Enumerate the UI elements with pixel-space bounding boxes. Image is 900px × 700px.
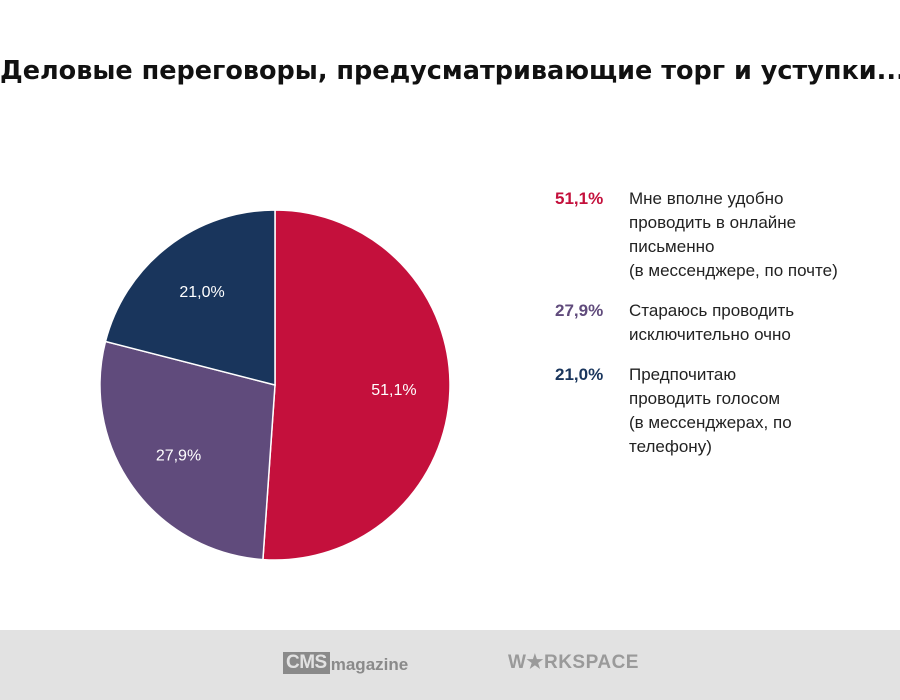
legend-item: 21,0% Предпочитаю проводить голосом (в м… [555, 363, 885, 459]
cms-logo-box: CMS [283, 652, 330, 674]
pie-slice [262, 209, 451, 561]
legend-percent: 51,1% [555, 189, 604, 208]
footer: CMS magazine W★RKSPACE [0, 630, 900, 700]
cms-logo-word: magazine [330, 655, 409, 674]
pie-chart: 51,1% 27,9% 21,0% [99, 209, 451, 561]
legend: 51,1% Мне вполне удобно проводить в онла… [555, 187, 885, 475]
chart-title: Деловые переговоры, предусматривающие то… [0, 56, 900, 86]
pie-slice-label: 27,9% [156, 448, 201, 465]
pie-slice [99, 340, 276, 561]
pie-slice-label: 21,0% [179, 284, 224, 301]
legend-percent: 21,0% [555, 365, 604, 384]
legend-label: Мне вполне удобно проводить в онлайне пи… [629, 189, 838, 280]
legend-label: Стараюсь проводить исключительно очно [629, 301, 795, 344]
pie-slice [104, 209, 276, 386]
workspace-logo: W★RKSPACE [508, 652, 639, 673]
cms-magazine-logo: CMS magazine [283, 652, 408, 674]
legend-item: 51,1% Мне вполне удобно проводить в онла… [555, 187, 885, 283]
pie-slice-label: 51,1% [371, 382, 416, 399]
legend-percent: 27,9% [555, 301, 604, 320]
legend-label: Предпочитаю проводить голосом (в мессенд… [629, 365, 792, 456]
legend-item: 27,9% Стараюсь проводить исключительно о… [555, 299, 885, 347]
